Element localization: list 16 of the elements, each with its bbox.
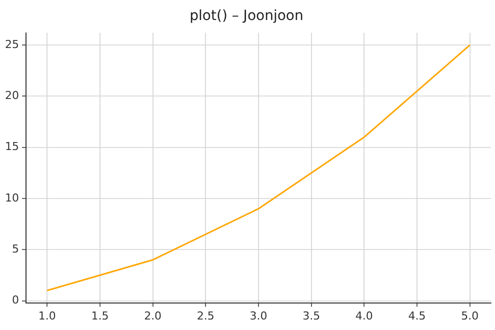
x-tick-label: 3.0: [250, 309, 268, 322]
y-tick-label: 20: [4, 89, 19, 102]
x-tick-label: 4.5: [408, 309, 426, 322]
x-tick-label: 1.0: [38, 309, 56, 322]
x-tick-label: 5.0: [461, 309, 479, 322]
x-tick-label: 2.0: [144, 309, 162, 322]
y-tick-label: 25: [4, 38, 19, 51]
x-tick-label: 4.0: [355, 309, 373, 322]
y-tick-label: 0: [12, 294, 19, 307]
x-tick-label: 3.5: [302, 309, 320, 322]
y-tick-label: 15: [4, 140, 19, 154]
y-tick-label: 10: [4, 191, 19, 204]
x-tick-label: 2.5: [196, 309, 214, 322]
chart-title: plot() – Joonjoon: [190, 8, 304, 24]
y-tick-label: 5: [12, 242, 19, 256]
x-tick-label: 1.5: [91, 309, 109, 322]
